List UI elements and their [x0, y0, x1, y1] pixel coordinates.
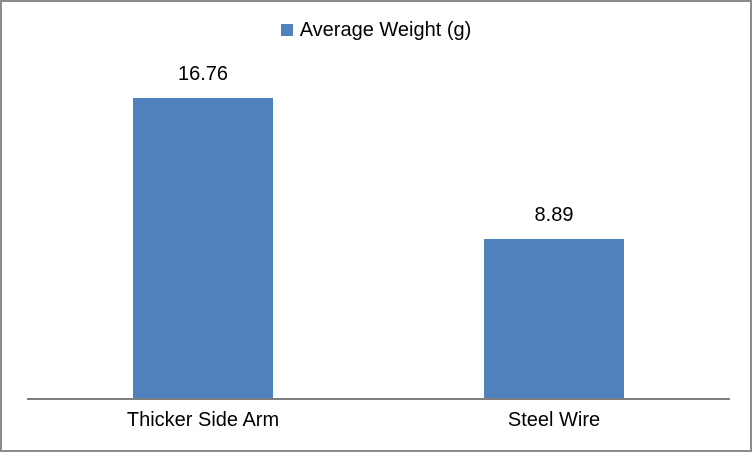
bar [133, 98, 273, 399]
bar-value-label: 16.76 [177, 63, 229, 85]
bar-value-label: 8.89 [534, 204, 574, 226]
bar [484, 239, 624, 399]
category-label: Thicker Side Arm [126, 409, 280, 431]
category-label: Steel Wire [507, 409, 601, 431]
x-axis-line [27, 398, 730, 400]
